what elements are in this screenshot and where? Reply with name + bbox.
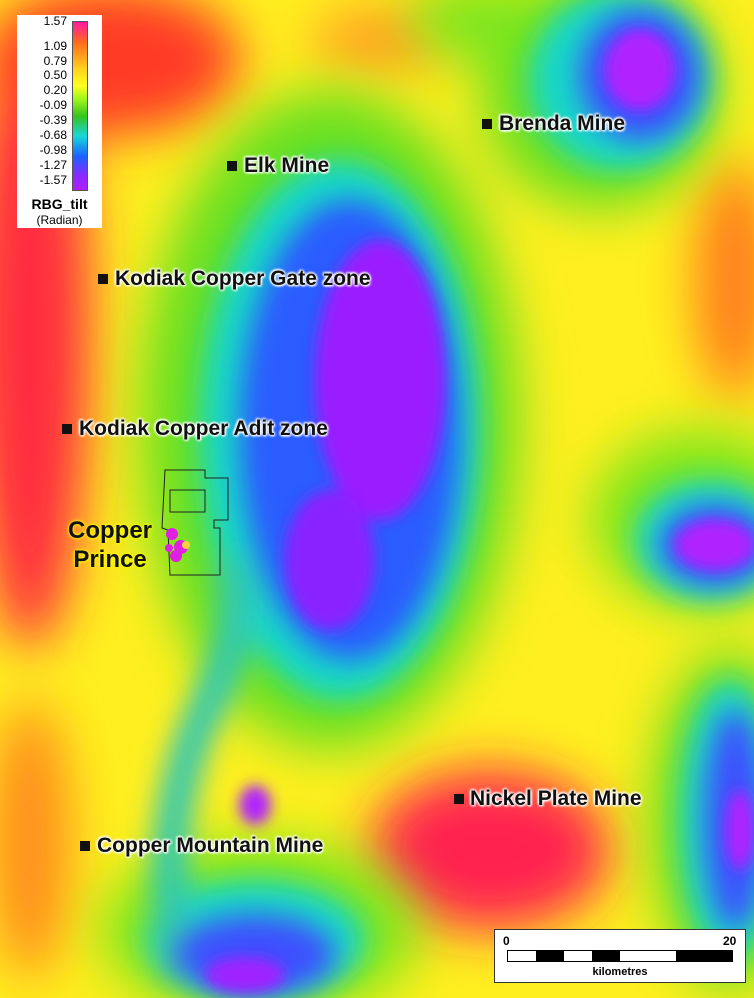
- kodiak-gate-marker: [98, 274, 108, 284]
- scale-unit-label: kilometres: [592, 966, 648, 978]
- scale-start-label: 0: [503, 934, 510, 948]
- copper-prince-showings: [165, 528, 190, 562]
- copper-mountain-marker: [80, 841, 90, 851]
- brenda-mine-label: Brenda Mine: [499, 112, 626, 135]
- legend-unit: (Radian): [36, 213, 83, 227]
- legend-tick: 0.79: [43, 54, 67, 68]
- legend-tick: 1.57: [43, 14, 67, 28]
- legend-title: RBG_tilt: [31, 196, 88, 212]
- elk-mine-label: Elk Mine: [244, 154, 330, 177]
- copper-prince-line2: Prince: [73, 546, 147, 573]
- legend-color-bar: [72, 21, 88, 191]
- brenda-mine-marker: [482, 119, 492, 129]
- legend-tick: -1.27: [39, 158, 67, 172]
- legend-tick: -0.68: [39, 128, 67, 142]
- legend-tick: -1.57: [39, 173, 67, 187]
- scale-bar-segments: [507, 950, 733, 962]
- copper-prince-label: Copper Prince: [58, 516, 162, 574]
- nickel-plate-marker: [454, 794, 464, 804]
- elk-mine-marker: [227, 161, 237, 171]
- legend-tick: 0.20: [43, 83, 67, 97]
- kodiak-adit-marker: [62, 424, 72, 434]
- legend-tick: -0.09: [39, 98, 67, 112]
- legend-tick: -0.39: [39, 113, 67, 127]
- legend-tick: 0.50: [43, 68, 67, 82]
- color-legend: 1.57 1.09 0.79 0.50 0.20 -0.09 -0.39 -0.…: [17, 15, 102, 228]
- copper-prince-line1: Copper: [68, 517, 152, 544]
- scale-end-label: 20: [723, 934, 737, 948]
- kodiak-adit-label: Kodiak Copper Adit zone: [79, 417, 328, 440]
- kodiak-gate-label: Kodiak Copper Gate zone: [115, 267, 371, 290]
- legend-tick: -0.98: [39, 143, 67, 157]
- legend-tick: 1.09: [43, 39, 67, 53]
- scale-bar: 0 20 kilometres: [494, 929, 746, 983]
- nickel-plate-label: Nickel Plate Mine: [470, 787, 642, 810]
- copper-mountain-label: Copper Mountain Mine: [97, 834, 324, 857]
